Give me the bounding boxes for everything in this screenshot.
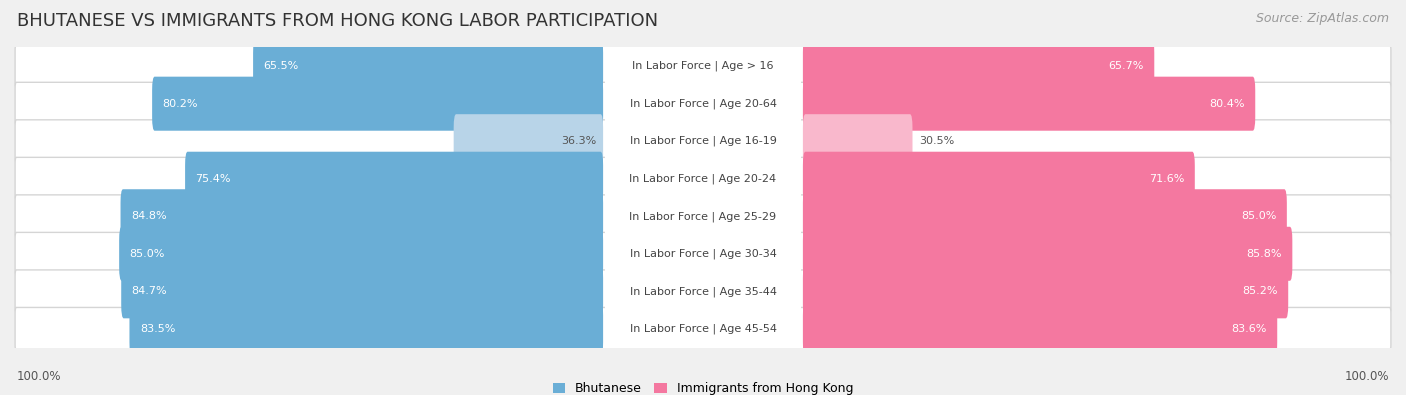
- Text: 85.0%: 85.0%: [1241, 211, 1277, 221]
- FancyBboxPatch shape: [454, 114, 603, 168]
- Text: 85.0%: 85.0%: [129, 249, 165, 259]
- FancyBboxPatch shape: [129, 302, 603, 356]
- FancyBboxPatch shape: [605, 270, 801, 313]
- Text: 83.5%: 83.5%: [139, 324, 176, 334]
- FancyBboxPatch shape: [15, 82, 1391, 125]
- FancyBboxPatch shape: [605, 307, 801, 350]
- Text: In Labor Force | Age > 16: In Labor Force | Age > 16: [633, 61, 773, 71]
- Text: 71.6%: 71.6%: [1149, 174, 1184, 184]
- Text: 100.0%: 100.0%: [17, 370, 62, 383]
- FancyBboxPatch shape: [605, 157, 801, 200]
- FancyBboxPatch shape: [803, 77, 1256, 131]
- FancyBboxPatch shape: [803, 227, 1292, 281]
- FancyBboxPatch shape: [605, 232, 801, 275]
- Text: 65.7%: 65.7%: [1108, 61, 1144, 71]
- FancyBboxPatch shape: [15, 195, 1391, 238]
- FancyBboxPatch shape: [803, 264, 1288, 318]
- FancyBboxPatch shape: [803, 114, 912, 168]
- FancyBboxPatch shape: [15, 232, 1391, 275]
- FancyBboxPatch shape: [121, 264, 603, 318]
- FancyBboxPatch shape: [120, 227, 603, 281]
- Text: In Labor Force | Age 35-44: In Labor Force | Age 35-44: [630, 286, 776, 297]
- Text: 80.4%: 80.4%: [1209, 99, 1244, 109]
- Text: In Labor Force | Age 30-34: In Labor Force | Age 30-34: [630, 248, 776, 259]
- FancyBboxPatch shape: [803, 302, 1277, 356]
- Text: 84.8%: 84.8%: [131, 211, 166, 221]
- FancyBboxPatch shape: [15, 270, 1391, 313]
- Text: In Labor Force | Age 16-19: In Labor Force | Age 16-19: [630, 136, 776, 147]
- FancyBboxPatch shape: [121, 189, 603, 243]
- Text: Source: ZipAtlas.com: Source: ZipAtlas.com: [1256, 12, 1389, 25]
- FancyBboxPatch shape: [605, 195, 801, 238]
- FancyBboxPatch shape: [15, 120, 1391, 163]
- Text: 75.4%: 75.4%: [195, 174, 231, 184]
- Text: 85.8%: 85.8%: [1247, 249, 1282, 259]
- FancyBboxPatch shape: [152, 77, 603, 131]
- FancyBboxPatch shape: [186, 152, 603, 206]
- FancyBboxPatch shape: [605, 82, 801, 125]
- Text: In Labor Force | Age 25-29: In Labor Force | Age 25-29: [630, 211, 776, 222]
- Legend: Bhutanese, Immigrants from Hong Kong: Bhutanese, Immigrants from Hong Kong: [553, 382, 853, 395]
- FancyBboxPatch shape: [15, 45, 1391, 88]
- FancyBboxPatch shape: [605, 45, 801, 88]
- Text: BHUTANESE VS IMMIGRANTS FROM HONG KONG LABOR PARTICIPATION: BHUTANESE VS IMMIGRANTS FROM HONG KONG L…: [17, 12, 658, 30]
- Text: In Labor Force | Age 20-64: In Labor Force | Age 20-64: [630, 98, 776, 109]
- FancyBboxPatch shape: [253, 39, 603, 93]
- FancyBboxPatch shape: [15, 157, 1391, 200]
- Text: 80.2%: 80.2%: [163, 99, 198, 109]
- FancyBboxPatch shape: [803, 152, 1195, 206]
- Text: 30.5%: 30.5%: [920, 136, 955, 146]
- FancyBboxPatch shape: [803, 39, 1154, 93]
- Text: 85.2%: 85.2%: [1243, 286, 1278, 296]
- Text: In Labor Force | Age 20-24: In Labor Force | Age 20-24: [630, 173, 776, 184]
- Text: 84.7%: 84.7%: [132, 286, 167, 296]
- FancyBboxPatch shape: [15, 307, 1391, 350]
- FancyBboxPatch shape: [803, 189, 1286, 243]
- FancyBboxPatch shape: [605, 120, 801, 163]
- Text: 36.3%: 36.3%: [561, 136, 596, 146]
- Text: 83.6%: 83.6%: [1232, 324, 1267, 334]
- Text: 65.5%: 65.5%: [263, 61, 298, 71]
- Text: In Labor Force | Age 45-54: In Labor Force | Age 45-54: [630, 324, 776, 334]
- Text: 100.0%: 100.0%: [1344, 370, 1389, 383]
